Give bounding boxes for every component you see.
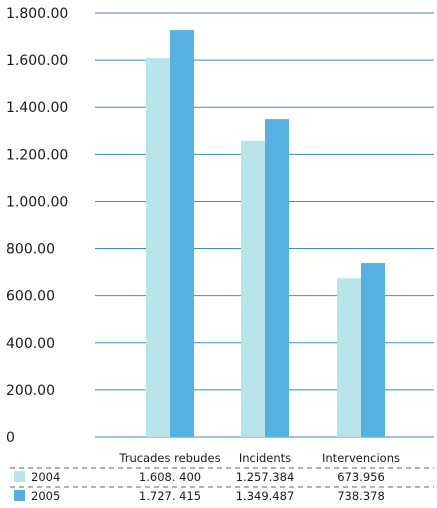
table-cell: 1.727. 415 xyxy=(139,489,201,503)
bar-2004-1 xyxy=(146,58,170,437)
legend-swatch-2005 xyxy=(14,490,25,501)
category-label: Intervencions xyxy=(322,451,400,465)
y-tick-label: 1.800.00 xyxy=(6,6,68,22)
table-cell: 673.956 xyxy=(337,470,385,484)
y-tick-label: 400.00 xyxy=(6,336,55,352)
y-tick-label: 1.600.00 xyxy=(6,53,68,69)
table-cell: 1.608. 400 xyxy=(139,470,201,484)
legend-label: 2005 xyxy=(31,489,60,503)
x-axis: Trucades rebudes Incidents Intervencions xyxy=(118,451,400,465)
table-cell: 738.378 xyxy=(337,489,385,503)
table-cell: 1.257.384 xyxy=(236,470,295,484)
category-label: Incidents xyxy=(239,451,291,465)
bar-2004-3 xyxy=(337,278,361,437)
y-tick-label: 1.000.00 xyxy=(6,194,68,210)
bar-2005-2 xyxy=(265,119,289,437)
legend-swatch-2004 xyxy=(14,471,25,482)
bar-2005-1 xyxy=(170,30,194,437)
bar-2004-2 xyxy=(241,140,265,437)
data-table: 2004 1.608. 400 1.257.384 673.956 2005 1.727.… xyxy=(10,467,434,503)
y-tick-label: 0 xyxy=(6,430,15,446)
y-tick-label: 200.00 xyxy=(6,383,55,399)
y-axis: 1.800.00 1.600.00 1.400.00 1.200.00 1.000.00… xyxy=(6,6,68,446)
bars xyxy=(146,30,385,437)
table-cell: 1.349.487 xyxy=(236,489,295,503)
category-label: Trucades rebudes xyxy=(118,451,220,465)
bar-2005-3 xyxy=(361,263,385,437)
y-tick-label: 1.200.00 xyxy=(6,147,68,163)
legend-label: 2004 xyxy=(31,470,60,484)
y-tick-label: 1.400.00 xyxy=(6,100,68,116)
y-tick-label: 800.00 xyxy=(6,242,55,258)
y-tick-label: 600.00 xyxy=(6,289,55,305)
